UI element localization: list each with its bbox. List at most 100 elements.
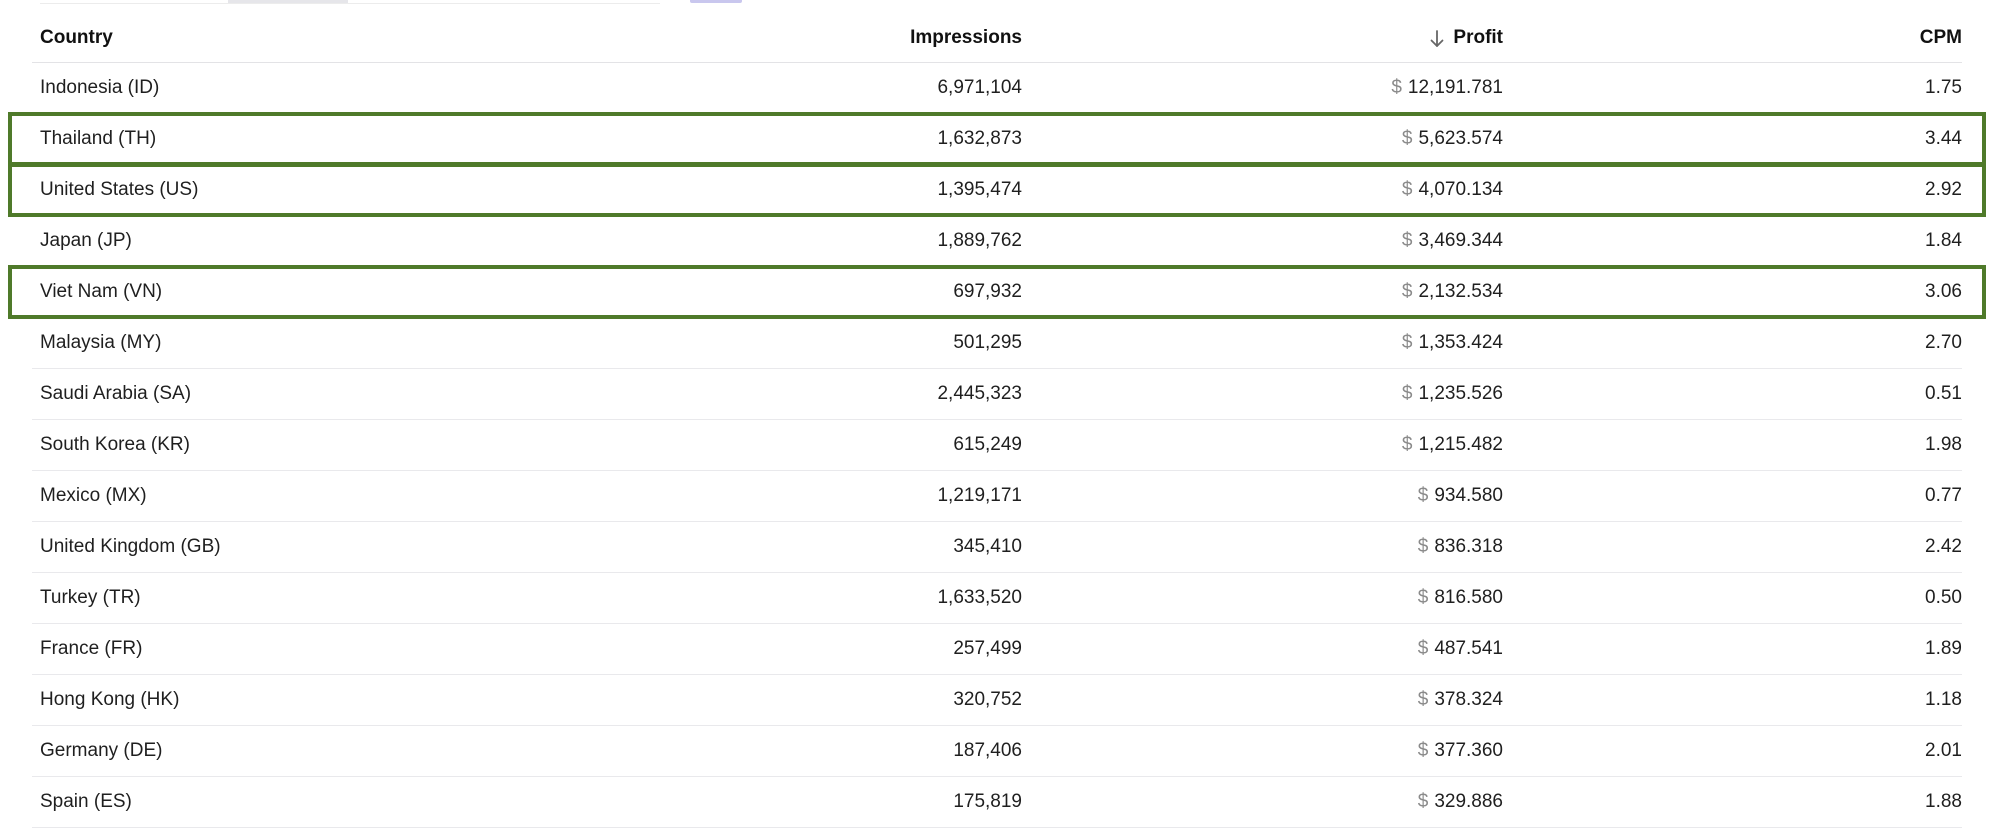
cell-cpm: 0.50: [1925, 587, 1962, 608]
currency-symbol: $: [1417, 485, 1429, 506]
profit-value: 378.324: [1434, 689, 1503, 710]
currency-symbol: $: [1401, 332, 1413, 353]
table-row[interactable]: Indonesia (ID) 6,971,104 $12,191.781 1.75: [32, 63, 1962, 114]
cell-country: United Kingdom (GB): [40, 536, 221, 557]
profit-value: 1,353.424: [1418, 332, 1503, 353]
cell-profit: $1,215.482: [1402, 420, 1503, 470]
profit-value: 2,132.534: [1418, 281, 1503, 302]
table-row[interactable]: France (FR) 257,499 $487.541 1.89: [32, 624, 1962, 675]
toolbar-accent: [690, 0, 742, 3]
cell-profit: $2,132.534: [1402, 267, 1503, 317]
cell-country: Thailand (TH): [40, 128, 157, 149]
toolbar-remnant-segment: [228, 0, 348, 3]
cell-country: South Korea (KR): [40, 434, 190, 455]
currency-symbol: $: [1417, 587, 1429, 608]
currency-symbol: $: [1417, 791, 1429, 812]
currency-symbol: $: [1401, 179, 1413, 200]
cell-cpm: 2.01: [1925, 740, 1962, 761]
cell-impressions: 697,932: [953, 281, 1022, 302]
table-row[interactable]: Spain (ES) 175,819 $329.886 1.88: [32, 777, 1962, 828]
currency-symbol: $: [1401, 230, 1413, 251]
currency-symbol: $: [1417, 536, 1429, 557]
cell-cpm: 1.88: [1925, 791, 1962, 812]
cell-impressions: 1,395,474: [937, 179, 1022, 200]
table-row[interactable]: South Korea (KR) 615,249 $1,215.482 1.98: [32, 420, 1962, 471]
cell-profit: $934.580: [1418, 471, 1503, 521]
cell-country: Saudi Arabia (SA): [40, 383, 192, 404]
cell-profit: $836.318: [1418, 522, 1503, 572]
column-header-cpm[interactable]: CPM: [1920, 14, 1962, 62]
profit-value: 934.580: [1434, 485, 1503, 506]
cell-impressions: 1,889,762: [937, 230, 1022, 251]
cell-impressions: 1,633,520: [937, 587, 1022, 608]
toolbar-remnant: [40, 0, 660, 4]
table-row[interactable]: United Kingdom (GB) 345,410 $836.318 2.42: [32, 522, 1962, 573]
cell-cpm: 2.42: [1925, 536, 1962, 557]
cell-impressions: 6,971,104: [937, 77, 1022, 98]
cell-impressions: 615,249: [953, 434, 1022, 455]
table-row[interactable]: Mexico (MX) 1,219,171 $934.580 0.77: [32, 471, 1962, 522]
cell-country: Japan (JP): [40, 230, 132, 251]
cell-profit: $4,070.134: [1402, 165, 1503, 215]
table-row[interactable]: Turkey (TR) 1,633,520 $816.580 0.50: [32, 573, 1962, 624]
profit-value: 1,235.526: [1418, 383, 1503, 404]
cell-profit: $1,235.526: [1402, 369, 1503, 419]
cell-country: Turkey (TR): [40, 587, 141, 608]
cell-profit: $1,353.424: [1402, 318, 1503, 368]
cell-cpm: 0.51: [1925, 383, 1962, 404]
table-header-row: Country Impressions Profit CPM: [32, 14, 1962, 63]
table-row[interactable]: United States (US) 1,395,474 $4,070.134 2.9…: [32, 165, 1962, 216]
cell-impressions: 175,819: [953, 791, 1022, 812]
profit-value: 5,623.574: [1418, 128, 1503, 149]
column-header-profit[interactable]: Profit: [1429, 14, 1503, 62]
table-row[interactable]: Viet Nam (VN) 697,932 $2,132.534 3.06: [32, 267, 1962, 318]
profit-value: 836.318: [1434, 536, 1503, 557]
cell-cpm: 1.18: [1925, 689, 1962, 710]
currency-symbol: $: [1417, 740, 1429, 761]
currency-symbol: $: [1417, 689, 1429, 710]
cell-profit: $3,469.344: [1402, 216, 1503, 266]
table-row[interactable]: Germany (DE) 187,406 $377.360 2.01: [32, 726, 1962, 777]
currency-symbol: $: [1391, 77, 1402, 98]
cell-cpm: 3.44: [1925, 128, 1962, 149]
table-row[interactable]: Hong Kong (HK) 320,752 $378.324 1.18: [32, 675, 1962, 726]
column-header-impressions-label: Impressions: [910, 27, 1022, 48]
column-header-impressions[interactable]: Impressions: [910, 14, 1022, 62]
cell-country: Spain (ES): [40, 791, 132, 812]
currency-symbol: $: [1401, 434, 1413, 455]
cell-impressions: 345,410: [953, 536, 1022, 557]
table-body: Indonesia (ID) 6,971,104 $12,191.781 1.75 Th…: [32, 63, 1962, 828]
cell-profit: $378.324: [1418, 675, 1503, 725]
cell-cpm: 1.75: [1925, 77, 1962, 98]
cell-profit: $487.541: [1418, 624, 1503, 674]
table-row[interactable]: Saudi Arabia (SA) 2,445,323 $1,235.526 0.51: [32, 369, 1962, 420]
profit-value: 487.541: [1434, 638, 1503, 659]
cell-impressions: 2,445,323: [937, 383, 1022, 404]
cell-impressions: 501,295: [953, 332, 1022, 353]
profit-value: 1,215.482: [1418, 434, 1503, 455]
cell-cpm: 1.89: [1925, 638, 1962, 659]
cell-profit: $377.360: [1418, 726, 1503, 776]
cell-country: Malaysia (MY): [40, 332, 162, 353]
column-header-country[interactable]: Country: [40, 14, 113, 62]
profit-value: 4,070.134: [1418, 179, 1503, 200]
country-stats-table: Country Impressions Profit CPM Indonesia…: [32, 14, 1962, 828]
cell-cpm: 2.92: [1925, 179, 1962, 200]
cell-cpm: 3.06: [1925, 281, 1962, 302]
cell-cpm: 0.77: [1925, 485, 1962, 506]
table-row[interactable]: Japan (JP) 1,889,762 $3,469.344 1.84: [32, 216, 1962, 267]
table-row[interactable]: Malaysia (MY) 501,295 $1,353.424 2.70: [32, 318, 1962, 369]
column-header-country-label: Country: [40, 27, 113, 48]
currency-symbol: $: [1401, 128, 1413, 149]
currency-symbol: $: [1417, 638, 1429, 659]
cell-impressions: 1,632,873: [937, 128, 1022, 149]
currency-symbol: $: [1401, 383, 1413, 404]
table-row[interactable]: Thailand (TH) 1,632,873 $5,623.574 3.44: [32, 114, 1962, 165]
column-header-cpm-label: CPM: [1919, 27, 1962, 48]
profit-value: 377.360: [1434, 740, 1503, 761]
currency-symbol: $: [1401, 281, 1413, 302]
cell-country: Indonesia (ID): [40, 77, 160, 98]
cell-country: France (FR): [40, 638, 143, 659]
cell-country: Mexico (MX): [40, 485, 147, 506]
cell-impressions: 257,499: [953, 638, 1022, 659]
